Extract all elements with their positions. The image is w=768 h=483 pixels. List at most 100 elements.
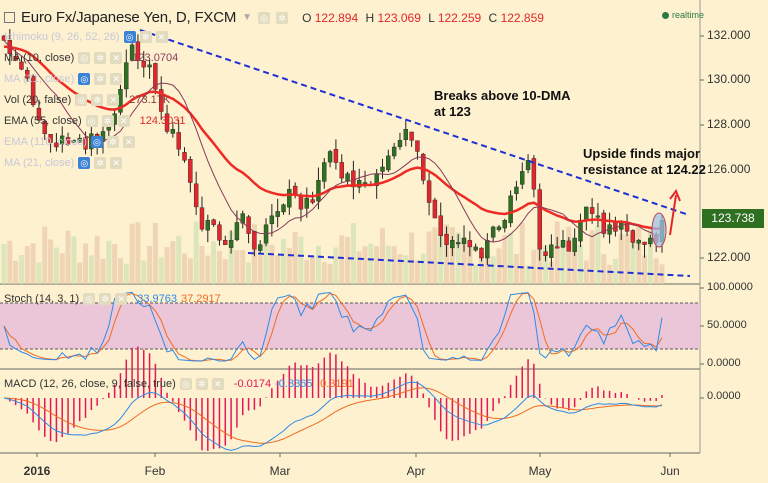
up-arrow-head-icon: [669, 188, 681, 202]
axis-ticks: [36, 35, 704, 457]
gear-icon[interactable]: ✲: [195, 378, 208, 390]
volume-bar: [461, 237, 467, 284]
volume-bar: [473, 264, 479, 284]
candle-body: [182, 152, 187, 161]
close-icon[interactable]: ✕: [107, 94, 120, 106]
legend-volume[interactable]: Vol (20, false) ◎ ✲ ✕ 273.17K: [4, 94, 170, 106]
gear-icon[interactable]: ✲: [94, 157, 107, 169]
resistance-trendline[interactable]: [139, 29, 687, 215]
legend-ichimoku[interactable]: Ichimoku (9, 26, 52, 26) ◎ ✲ ✕: [4, 31, 168, 43]
volume-bar: [543, 246, 549, 284]
volume-bar: [53, 247, 59, 284]
volume-bar: [519, 222, 525, 284]
candle-body: [246, 216, 251, 234]
legend-label: Ichimoku (9, 26, 52, 26): [4, 31, 120, 43]
volume-bar: [490, 256, 496, 284]
eye-icon[interactable]: ◎: [78, 73, 91, 85]
chevron-down-icon[interactable]: ▼: [242, 12, 253, 23]
stoch-k-value: 33.9763: [137, 293, 177, 305]
volume-bar: [368, 243, 374, 284]
annotation-line: resistance at 124.22: [583, 162, 706, 177]
legend-macd[interactable]: MACD (12, 26, close, 9, false, true) ◎ ✲ ✕…: [4, 378, 354, 390]
volume-bar: [438, 222, 444, 284]
candle-body: [310, 199, 315, 203]
price-tick: 132.000: [707, 28, 751, 42]
candle-body: [403, 129, 408, 140]
open-value: 122.894: [314, 10, 359, 25]
candle-body: [304, 197, 309, 209]
eye-icon[interactable]: ◎: [179, 378, 192, 390]
candle-body: [444, 233, 449, 245]
eye-icon[interactable]: ◎: [85, 115, 98, 127]
candle-body: [520, 171, 525, 185]
gear-icon[interactable]: ✲: [276, 11, 289, 24]
close-icon[interactable]: ✕: [110, 52, 123, 64]
candle-body: [543, 251, 548, 256]
gear-icon[interactable]: ✲: [101, 115, 114, 127]
legend-ema55[interactable]: EMA (55, close) ◎ ✲ ✕ 124.3031: [4, 115, 186, 127]
low-label: L: [428, 10, 435, 25]
gear-icon[interactable]: ✲: [91, 94, 104, 106]
volume-bar: [147, 246, 153, 284]
gear-icon[interactable]: ✲: [106, 136, 119, 148]
legend-stoch[interactable]: Stoch (14, 3, 1) ◎ ✲ ✕ 33.9763 37.2917: [4, 293, 221, 305]
close-icon[interactable]: ✕: [122, 136, 135, 148]
close-icon[interactable]: ✕: [117, 115, 130, 127]
stoch-d-line: [3, 292, 663, 362]
candle-body: [129, 44, 135, 61]
volume-bar: [647, 228, 653, 284]
close-icon[interactable]: ✕: [115, 293, 128, 305]
time-label: 2016: [23, 464, 51, 478]
legend-ma21[interactable]: MA (21, close) ◎ ✲ ✕: [4, 73, 123, 85]
volume-bar: [356, 251, 362, 284]
legend-ema110[interactable]: EMA (110, close) ◎ ✲ ✕: [4, 136, 135, 148]
time-label: Jun: [660, 464, 680, 478]
volume-bar: [484, 249, 490, 284]
gear-icon[interactable]: ✲: [99, 293, 112, 305]
close-icon[interactable]: ✕: [211, 378, 224, 390]
legend-label: MA (21, close): [4, 157, 75, 169]
volume-bar: [642, 255, 648, 284]
eye-icon[interactable]: ◎: [123, 31, 136, 43]
volume-bar: [176, 235, 182, 284]
time-label: Apr: [406, 464, 426, 478]
close-icon[interactable]: ✕: [110, 73, 123, 85]
eye-icon[interactable]: ◎: [75, 94, 88, 106]
volume-bar: [583, 260, 589, 284]
stoch-band: [0, 303, 700, 349]
gear-icon[interactable]: ✲: [139, 31, 152, 43]
volume-bar: [30, 243, 36, 284]
collapse-icon[interactable]: [4, 12, 15, 23]
close-icon[interactable]: ✕: [155, 31, 168, 43]
volume-bar: [275, 255, 281, 284]
ma10-value: 123.0704: [132, 52, 179, 64]
candle-body: [234, 222, 240, 241]
eye-icon[interactable]: ◎: [78, 52, 91, 64]
close-icon[interactable]: ✕: [110, 157, 123, 169]
legend-ma21-b[interactable]: MA (21, close) ◎ ✲ ✕: [4, 157, 123, 169]
volume-bar: [350, 223, 356, 284]
stoch-tick: 50.0000: [707, 319, 747, 331]
support-trendline[interactable]: [247, 252, 691, 277]
volume-bar: [100, 258, 106, 284]
eye-icon[interactable]: ◎: [78, 157, 91, 169]
volume-bar: [141, 260, 147, 284]
candle-body: [380, 166, 385, 172]
legend-ma10[interactable]: MA (10, close) ◎ ✲ ✕ 123.0704: [4, 52, 178, 64]
candle-body: [211, 219, 216, 225]
eye-icon[interactable]: ◎: [90, 136, 103, 148]
macd-line: [3, 381, 663, 451]
eye-icon[interactable]: ◎: [258, 11, 271, 24]
symbol-title[interactable]: Euro Fx/Japanese Yen, D, FXCM: [21, 9, 237, 26]
volume-bar: [502, 235, 508, 284]
volume-bar: [403, 255, 409, 284]
stoch-lines: [3, 291, 663, 362]
volume-bar: [1, 243, 7, 284]
gear-icon[interactable]: ✲: [94, 52, 107, 64]
eye-icon[interactable]: ◎: [83, 293, 96, 305]
volume-bar: [572, 239, 578, 284]
volume-bar: [65, 230, 71, 284]
volume-bar: [193, 221, 199, 284]
gear-icon[interactable]: ✲: [94, 73, 107, 85]
